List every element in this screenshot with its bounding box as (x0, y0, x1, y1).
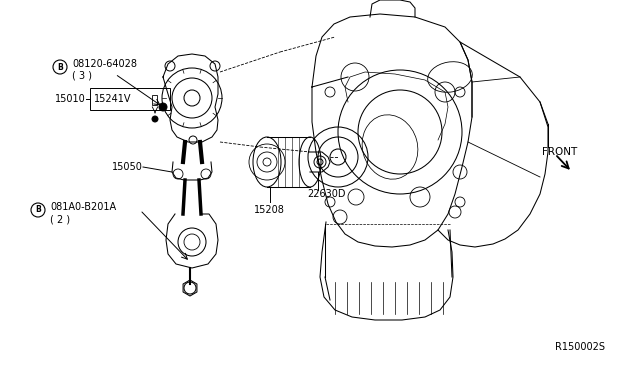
Text: B: B (35, 205, 41, 215)
Text: 08120-64028: 08120-64028 (72, 59, 137, 69)
Text: 15010: 15010 (55, 94, 86, 104)
Circle shape (159, 103, 167, 111)
Text: R150002S: R150002S (555, 342, 605, 352)
Text: ( 2 ): ( 2 ) (50, 214, 70, 224)
Text: ( 3 ): ( 3 ) (72, 71, 92, 81)
Bar (152, 95, 157, 105)
Text: 15208: 15208 (254, 205, 285, 215)
Text: 081A0-B201A: 081A0-B201A (50, 202, 116, 212)
Text: B: B (57, 62, 63, 71)
Circle shape (152, 116, 158, 122)
Bar (90, 88, 170, 110)
Text: FRONT: FRONT (542, 147, 577, 157)
Text: 15241V: 15241V (94, 94, 131, 104)
Text: 15050: 15050 (112, 162, 143, 172)
Text: 22630D: 22630D (307, 189, 346, 199)
